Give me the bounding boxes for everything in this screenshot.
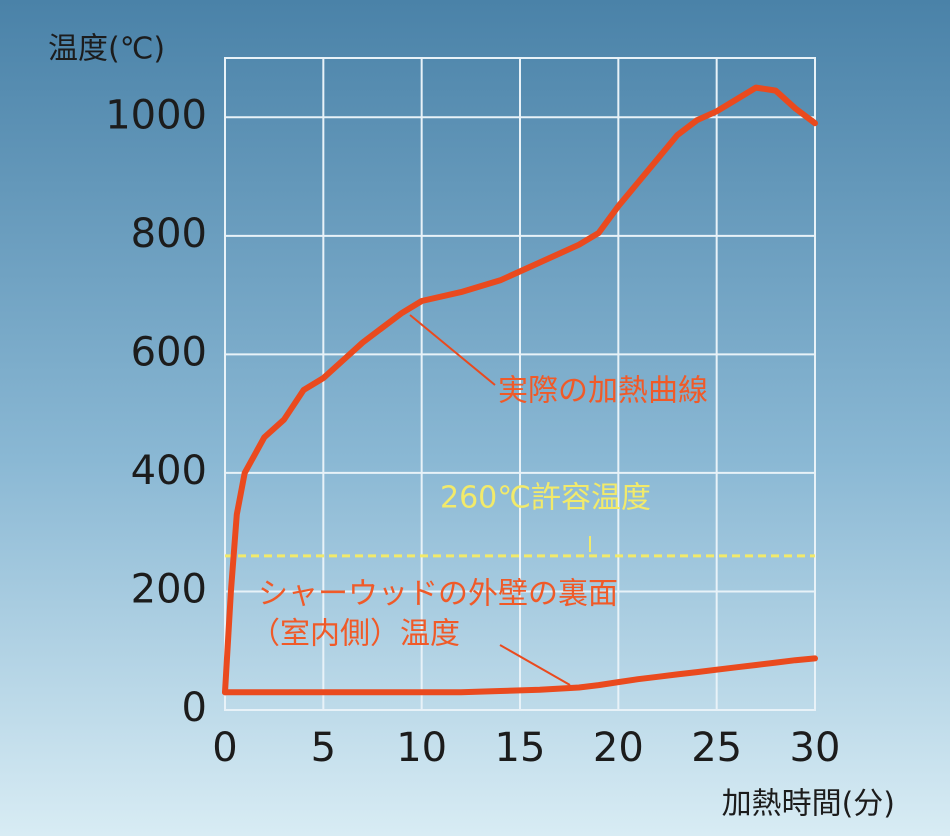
x-tick-label: 0 — [212, 725, 237, 771]
y-tick-label: 0 — [182, 685, 207, 731]
annotation: （室内側）温度 — [250, 617, 460, 652]
leader-line — [499, 644, 571, 686]
y-tick-label: 200 — [131, 566, 207, 612]
x-axis-label: 加熱時間(分) — [722, 787, 895, 822]
x-tick-label: 5 — [311, 725, 336, 771]
annotation: シャーウッドの外壁の裏面 — [258, 577, 618, 612]
y-tick-label: 800 — [131, 211, 207, 257]
x-tick-label: 15 — [495, 725, 546, 771]
y-axis-label: 温度(℃) — [48, 32, 165, 67]
annotation: 実際の加熱曲線 — [498, 374, 708, 409]
y-tick-label: 400 — [131, 448, 207, 494]
x-tick-label: 10 — [396, 725, 447, 771]
x-tick-label: 30 — [790, 725, 841, 771]
data-line — [222, 84, 818, 696]
x-tick-label: 20 — [593, 725, 644, 771]
data-line — [222, 655, 818, 696]
reference-label: 260℃許容温度 — [440, 480, 651, 515]
y-tick-label: 600 — [131, 329, 207, 375]
y-tick-label: 1000 — [105, 92, 207, 138]
x-tick-label: 25 — [691, 725, 742, 771]
leader-line — [409, 314, 496, 386]
